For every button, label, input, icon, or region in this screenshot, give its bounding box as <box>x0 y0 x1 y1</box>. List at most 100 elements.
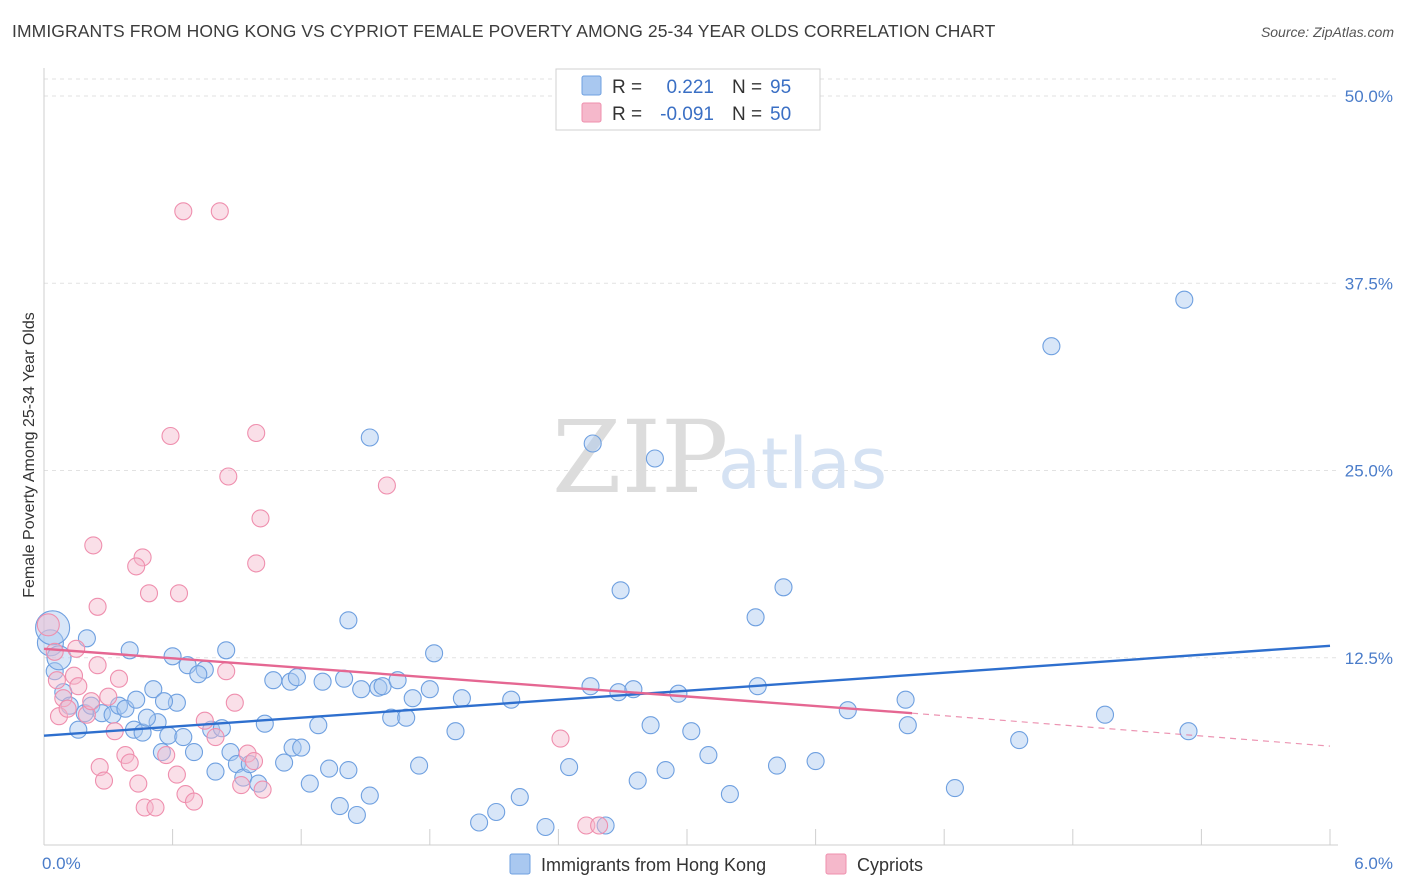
point-cypriots-6 <box>64 666 84 685</box>
y-tick-label-3: 50.0% <box>1345 87 1393 106</box>
point-hong-kong-4 <box>69 720 88 739</box>
legend-swatch-hong-kong <box>581 75 602 96</box>
trend-line-cypriots-extension <box>912 712 1331 747</box>
point-cypriots-40 <box>247 423 266 443</box>
point-hong-kong-85 <box>502 690 521 709</box>
point-cypriots-31 <box>253 780 272 799</box>
point-hong-kong-39 <box>360 786 379 805</box>
point-hong-kong-56 <box>699 746 718 765</box>
point-hong-kong-53 <box>641 716 660 735</box>
point-hong-kong-21 <box>206 762 225 781</box>
watermark-atlas: atlas <box>718 423 887 505</box>
point-cypriots-17 <box>129 774 148 793</box>
bottom-legend-swatch-hong-kong <box>509 853 531 875</box>
point-cypriots-0 <box>36 613 60 637</box>
point-hong-kong-29 <box>264 671 283 690</box>
point-hong-kong-37 <box>339 761 358 780</box>
point-cypriots-37 <box>174 202 193 221</box>
correlation-legend: R = 0.221 N = 95 R = -0.091 N = 50 <box>555 68 821 131</box>
point-hong-kong-46 <box>470 813 489 832</box>
point-hong-kong-41 <box>382 708 401 727</box>
point-hong-kong-63 <box>1010 731 1029 750</box>
point-hong-kong-16 <box>167 693 186 712</box>
point-hong-kong-79 <box>335 669 354 688</box>
y-axis-label: Female Poverty Among 25-34 Year Olds <box>21 312 38 598</box>
point-hong-kong-99 <box>360 428 379 447</box>
point-cypriots-38 <box>210 202 229 221</box>
trend-line-cypriots <box>43 647 913 715</box>
point-hong-kong-83 <box>403 689 422 708</box>
point-cypriots-33 <box>577 816 596 835</box>
point-hong-kong-69 <box>137 708 156 727</box>
point-hong-kong-45 <box>446 722 465 741</box>
legend-r-value-2: -0.091 <box>660 104 714 125</box>
point-cypriots-7 <box>69 677 88 696</box>
point-cypriots-29 <box>238 744 257 763</box>
point-cypriots-24 <box>195 711 214 730</box>
point-cypriots-39 <box>161 426 180 446</box>
point-hong-kong-78 <box>313 672 332 691</box>
point-cypriots-1 <box>45 642 64 661</box>
point-hong-kong-12 <box>133 723 152 742</box>
point-hong-kong-60 <box>838 701 857 720</box>
point-hong-kong-97 <box>645 449 664 468</box>
point-hong-kong-51 <box>596 816 615 835</box>
y-tick-label-0: 12.5% <box>1345 649 1393 668</box>
y-tick-label-2: 37.5% <box>1345 274 1393 293</box>
point-cypriots-28 <box>232 776 251 795</box>
point-hong-kong-47 <box>487 802 506 822</box>
point-cypriots-41 <box>219 467 238 486</box>
axes-layer <box>43 68 1338 846</box>
point-hong-kong-77 <box>287 668 306 687</box>
grid-layer <box>44 78 1338 659</box>
point-cypriots-50 <box>88 597 107 616</box>
point-cypriots-19 <box>146 798 165 817</box>
point-hong-kong-32 <box>292 738 311 757</box>
legend-swatch-cypriots <box>581 102 602 123</box>
x-tick-label-1: 6.0% <box>1354 854 1393 873</box>
point-cypriots-48 <box>139 584 159 603</box>
point-hong-kong-80 <box>352 680 371 699</box>
point-hong-kong-18 <box>184 743 204 762</box>
point-hong-kong-86 <box>581 677 600 696</box>
point-cypriots-5 <box>58 699 77 718</box>
ticks-layer: 12.5% 25.0% 37.5% 50.0% 0.0% 6.0% <box>42 87 1393 873</box>
point-hong-kong-98 <box>583 434 602 453</box>
point-hong-kong-84 <box>420 680 439 699</box>
point-hong-kong-30 <box>275 753 294 772</box>
point-hong-kong-93 <box>452 689 471 708</box>
watermark: ZIP atlas <box>552 399 887 516</box>
point-cypriots-9 <box>82 692 101 711</box>
legend-r-value-1: 0.221 <box>666 77 714 98</box>
point-hong-kong-59 <box>806 752 825 771</box>
bottom-legend-swatch-cypriots <box>825 853 847 875</box>
point-cypriots-10 <box>90 758 109 777</box>
point-cypriots-11 <box>94 771 114 790</box>
point-cypriots-30 <box>244 752 264 771</box>
source-credit: Source: ZipAtlas.com <box>1260 24 1394 40</box>
point-hong-kong-36 <box>330 797 349 816</box>
point-hong-kong-38 <box>347 805 366 825</box>
series-legend: Immigrants from Hong Kong Cypriots <box>509 853 923 875</box>
point-hong-kong-17 <box>174 728 193 747</box>
point-cypriots-45 <box>133 548 152 567</box>
point-cypriots-44 <box>84 536 103 555</box>
point-hong-kong-90 <box>35 610 71 646</box>
point-hong-kong-50 <box>560 758 579 777</box>
point-hong-kong-52 <box>628 771 647 790</box>
bottom-legend-label-cypriots: Cypriots <box>857 855 923 875</box>
point-cypriots-8 <box>77 705 96 724</box>
legend-n-label-2: N = <box>732 104 762 125</box>
point-hong-kong-55 <box>682 722 701 741</box>
point-hong-kong-100 <box>611 581 630 600</box>
watermark-zip: ZIP <box>552 399 728 516</box>
point-hong-kong-101 <box>774 578 793 597</box>
point-hong-kong-58 <box>767 756 787 775</box>
legend-r-label-2: R = <box>612 104 642 125</box>
point-hong-kong-74 <box>189 665 208 684</box>
point-cypriots-42 <box>377 476 396 495</box>
point-cypriots-36 <box>88 656 107 675</box>
point-hong-kong-92 <box>896 690 915 709</box>
point-hong-kong-103 <box>339 611 358 630</box>
point-hong-kong-57 <box>720 785 739 804</box>
